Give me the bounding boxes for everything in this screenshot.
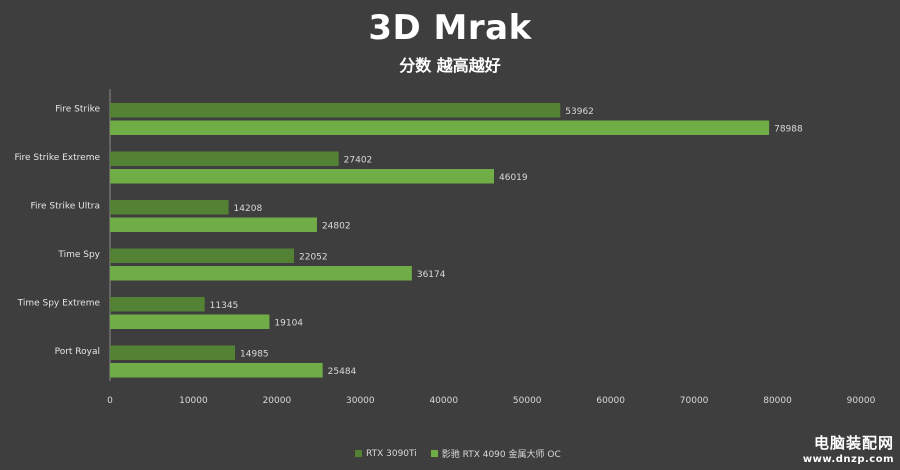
x-tick-label-0: 0 — [107, 396, 113, 406]
bar-series2-2 — [110, 217, 317, 232]
legend-item-series-1: RTX 3090Ti — [355, 449, 417, 459]
data-label-series1-2: 14208 — [234, 204, 263, 214]
x-tick-label-8: 80000 — [763, 396, 792, 406]
x-tick-label-2: 20000 — [263, 396, 292, 406]
legend-swatch-series-1 — [355, 450, 362, 457]
data-label-series2-1: 46019 — [499, 173, 528, 183]
data-label-series2-5: 25484 — [328, 367, 357, 377]
category-label-0: Fire Strike — [55, 105, 100, 115]
data-label-series2-2: 24802 — [322, 221, 351, 231]
category-label-2: Fire Strike Ultra — [31, 202, 101, 212]
bar-series1-2 — [110, 200, 229, 215]
bar-series2-4 — [110, 314, 270, 329]
x-tick-label-7: 70000 — [680, 396, 709, 406]
category-label-1: Fire Strike Extreme — [14, 153, 100, 163]
x-tick-label-5: 50000 — [513, 396, 542, 406]
category-label-3: Time Spy — [57, 250, 100, 260]
legend: RTX 3090Ti 影驰 RTX 4090 金属大师 OC — [355, 447, 561, 460]
legend-label-series-1: RTX 3090Ti — [366, 448, 417, 459]
x-tick-label-1: 10000 — [179, 396, 208, 406]
watermark-name: 电脑装配网 — [813, 434, 894, 452]
bar-series2-5 — [110, 363, 323, 378]
category-label-5: Port Royal — [55, 347, 100, 357]
chart-title: 3D Mrak — [368, 8, 532, 48]
bar-series2-3 — [110, 266, 412, 281]
bar-series1-4 — [110, 297, 205, 312]
x-tick-label-4: 40000 — [429, 396, 458, 406]
bar-series1-1 — [110, 151, 339, 166]
category-label-4: Time Spy Extreme — [17, 299, 101, 309]
data-label-series1-0: 53962 — [565, 107, 594, 117]
legend-label-series-2: 影驰 RTX 4090 金属大师 OC — [441, 450, 561, 460]
bar-series1-3 — [110, 248, 295, 263]
data-label-series2-0: 78988 — [774, 124, 803, 134]
bar-series2-0 — [110, 120, 770, 135]
data-label-series1-1: 27402 — [344, 155, 373, 165]
bar-series2-1 — [110, 169, 495, 184]
chart-subtitle: 分数 越高越好 — [399, 56, 501, 75]
watermark-logo: 电脑装配网 www.dnzp.com — [803, 432, 894, 465]
bar-series1-0 — [110, 103, 561, 118]
data-label-series1-3: 22052 — [299, 252, 328, 262]
legend-swatch-series-2 — [430, 450, 438, 457]
legend-item-series-2: 影驰 RTX 4090 金属大师 OC — [430, 447, 561, 460]
data-label-series1-4: 11345 — [210, 301, 239, 311]
watermark-url: www.dnzp.com — [802, 454, 894, 465]
data-label-series2-3: 36174 — [417, 270, 446, 280]
data-label-series1-5: 14985 — [240, 349, 269, 359]
x-tick-label-9: 90000 — [847, 396, 876, 406]
x-tick-label-6: 60000 — [596, 396, 625, 406]
x-tick-label-3: 30000 — [346, 396, 375, 406]
bar-series1-5 — [110, 345, 236, 360]
data-label-series2-4: 19104 — [274, 318, 303, 328]
